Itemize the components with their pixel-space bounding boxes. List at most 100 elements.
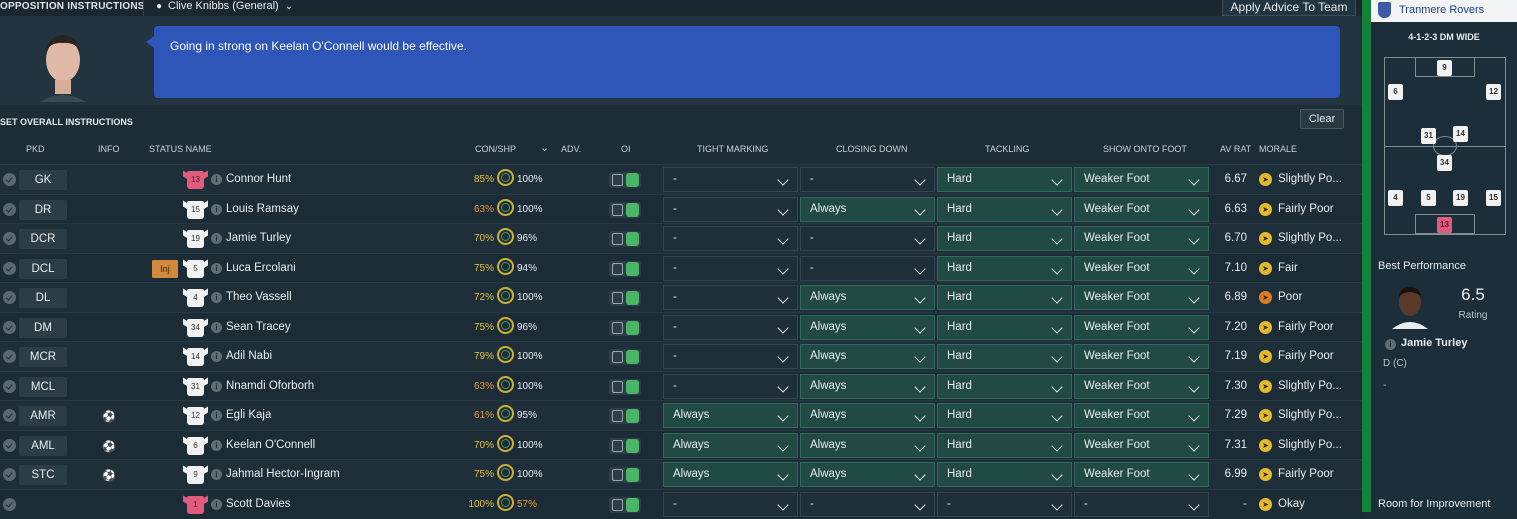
tight-marking-dropdown[interactable]: - bbox=[663, 256, 798, 281]
position-badge[interactable]: DCR bbox=[19, 229, 67, 249]
tackling-dropdown[interactable]: Hard bbox=[937, 167, 1072, 192]
team-header[interactable]: Tranmere Rovers bbox=[1371, 0, 1517, 22]
tackling-dropdown[interactable]: Hard bbox=[937, 197, 1072, 222]
opposition-instructions-toggle[interactable] bbox=[609, 231, 641, 247]
info-icon[interactable]: i bbox=[211, 440, 222, 451]
show-onto-foot-dropdown[interactable]: Weaker Foot bbox=[1074, 344, 1209, 369]
player-name[interactable]: Adil Nabi bbox=[226, 350, 273, 362]
player-name[interactable]: Theo Vassell bbox=[226, 291, 292, 303]
tight-marking-dropdown[interactable]: Always bbox=[663, 433, 798, 458]
select-checkbox[interactable] bbox=[3, 262, 16, 275]
table-row[interactable]: DCL Inj 5 i Luca Ercolani 75% 94% - - Hard Weaker … bbox=[0, 253, 1362, 283]
info-icon[interactable]: i bbox=[211, 381, 222, 392]
info-icon[interactable]: i bbox=[211, 292, 222, 303]
tackling-dropdown[interactable]: Hard bbox=[937, 462, 1072, 487]
player-name[interactable]: Nnamdi Oforborh bbox=[226, 380, 315, 392]
info-icon[interactable]: i bbox=[211, 322, 222, 333]
pitch-player[interactable]: 5 bbox=[1421, 190, 1436, 206]
show-onto-foot-dropdown[interactable]: Weaker Foot bbox=[1074, 285, 1209, 310]
tackling-dropdown[interactable]: Hard bbox=[937, 256, 1072, 281]
closing-down-dropdown[interactable]: Always bbox=[800, 315, 935, 340]
table-row[interactable]: GK 13 i Connor Hunt 85% 100% - - Hard Weaker Foot… bbox=[0, 164, 1362, 194]
opposition-instructions-toggle[interactable] bbox=[609, 379, 641, 395]
closing-down-dropdown[interactable]: - bbox=[800, 256, 935, 281]
tight-marking-dropdown[interactable]: - bbox=[663, 492, 798, 517]
select-checkbox[interactable] bbox=[3, 173, 16, 186]
col-status-name[interactable]: STATUS NAME bbox=[149, 144, 212, 154]
pitch-player[interactable]: 14 bbox=[1453, 126, 1468, 142]
select-checkbox[interactable] bbox=[3, 321, 16, 334]
tackling-dropdown[interactable]: Hard bbox=[937, 433, 1072, 458]
tight-marking-dropdown[interactable]: - bbox=[663, 285, 798, 310]
position-badge[interactable]: AML bbox=[19, 436, 67, 456]
tight-marking-dropdown[interactable]: - bbox=[663, 197, 798, 222]
tackling-dropdown[interactable]: Hard bbox=[937, 344, 1072, 369]
pitch-player[interactable]: 9 bbox=[1437, 60, 1452, 76]
player-name[interactable]: Jamie Turley bbox=[226, 232, 292, 244]
tight-marking-dropdown[interactable]: - bbox=[663, 315, 798, 340]
col-show-onto-foot[interactable]: SHOW ONTO FOOT bbox=[1103, 144, 1187, 154]
tight-marking-dropdown[interactable]: - bbox=[663, 167, 798, 192]
col-oi[interactable]: OI bbox=[621, 144, 631, 154]
position-badge[interactable]: DM bbox=[19, 318, 67, 338]
show-onto-foot-dropdown[interactable]: Weaker Foot bbox=[1074, 315, 1209, 340]
pitch-player[interactable]: 31 bbox=[1421, 128, 1436, 144]
closing-down-dropdown[interactable]: Always bbox=[800, 344, 935, 369]
position-badge[interactable]: DCL bbox=[19, 259, 67, 279]
show-onto-foot-dropdown[interactable]: Weaker Foot bbox=[1074, 167, 1209, 192]
show-onto-foot-dropdown[interactable]: - bbox=[1074, 492, 1209, 517]
tight-marking-dropdown[interactable]: Always bbox=[663, 462, 798, 487]
position-badge[interactable]: STC bbox=[19, 465, 67, 485]
table-row[interactable]: DCR 19 i Jamie Turley 70% 96% - - Hard Weaker Foo… bbox=[0, 223, 1362, 253]
tackling-dropdown[interactable]: Hard bbox=[937, 226, 1072, 251]
info-icon[interactable]: i bbox=[211, 233, 222, 244]
player-name[interactable]: Sean Tracey bbox=[226, 321, 291, 333]
table-row[interactable]: AML ⚽ 6 i Keelan O'Connell 70% 100% Always Alway… bbox=[0, 430, 1362, 460]
info-icon[interactable]: i bbox=[1385, 339, 1396, 350]
position-badge[interactable]: DR bbox=[19, 200, 67, 220]
opposition-instructions-toggle[interactable] bbox=[609, 290, 641, 306]
closing-down-dropdown[interactable]: - bbox=[800, 167, 935, 192]
closing-down-dropdown[interactable]: Always bbox=[800, 403, 935, 428]
player-name[interactable]: Louis Ramsay bbox=[226, 203, 299, 215]
info-icon[interactable]: i bbox=[211, 174, 222, 185]
info-icon[interactable]: i bbox=[211, 263, 222, 274]
pitch-player[interactable]: 12 bbox=[1486, 84, 1501, 100]
player-name[interactable]: Luca Ercolani bbox=[226, 262, 296, 274]
position-badge[interactable]: DL bbox=[19, 288, 67, 308]
info-icon[interactable]: i bbox=[211, 351, 222, 362]
col-tackling[interactable]: TACKLING bbox=[985, 144, 1030, 154]
player-name[interactable]: Egli Kaja bbox=[226, 409, 272, 421]
tackling-dropdown[interactable]: Hard bbox=[937, 403, 1072, 428]
opposition-instructions-toggle[interactable] bbox=[609, 497, 641, 513]
closing-down-dropdown[interactable]: - bbox=[800, 226, 935, 251]
opposition-instructions-toggle[interactable] bbox=[609, 408, 641, 424]
position-badge[interactable]: AMR bbox=[19, 406, 67, 426]
closing-down-dropdown[interactable]: Always bbox=[800, 197, 935, 222]
table-row[interactable]: AMR ⚽ 12 i Egli Kaja 61% 95% Always Always Hard We… bbox=[0, 400, 1362, 430]
show-onto-foot-dropdown[interactable]: Weaker Foot bbox=[1074, 403, 1209, 428]
closing-down-dropdown[interactable]: Always bbox=[800, 433, 935, 458]
info-icon[interactable]: i bbox=[211, 410, 222, 421]
player-name[interactable]: Scott Davies bbox=[226, 498, 291, 510]
select-checkbox[interactable] bbox=[3, 232, 16, 245]
tight-marking-dropdown[interactable]: - bbox=[663, 374, 798, 399]
coach-selector[interactable]: ● Clive Knibbs (General) ⌄ bbox=[156, 0, 293, 12]
tackling-dropdown[interactable]: Hard bbox=[937, 374, 1072, 399]
select-checkbox[interactable] bbox=[3, 350, 16, 363]
pitch-player[interactable]: 15 bbox=[1486, 190, 1501, 206]
pitch-player[interactable]: 19 bbox=[1453, 190, 1468, 206]
select-checkbox[interactable] bbox=[3, 291, 16, 304]
player-name[interactable]: Jahmal Hector-Ingram bbox=[226, 468, 340, 480]
col-info[interactable]: INFO bbox=[98, 144, 120, 154]
select-checkbox[interactable] bbox=[3, 439, 16, 452]
show-onto-foot-dropdown[interactable]: Weaker Foot bbox=[1074, 462, 1209, 487]
table-row[interactable]: STC ⚽ 9 i Jahmal Hector-Ingram 75% 100% Always A… bbox=[0, 459, 1362, 489]
best-player-name[interactable]: Jamie Turley bbox=[1401, 337, 1468, 349]
table-row[interactable]: MCL 31 i Nnamdi Oforborh 63% 100% - Always Hard W… bbox=[0, 371, 1362, 401]
closing-down-dropdown[interactable]: - bbox=[800, 492, 935, 517]
show-onto-foot-dropdown[interactable]: Weaker Foot bbox=[1074, 433, 1209, 458]
info-icon[interactable]: i bbox=[211, 469, 222, 480]
show-onto-foot-dropdown[interactable]: Weaker Foot bbox=[1074, 256, 1209, 281]
closing-down-dropdown[interactable]: Always bbox=[800, 374, 935, 399]
